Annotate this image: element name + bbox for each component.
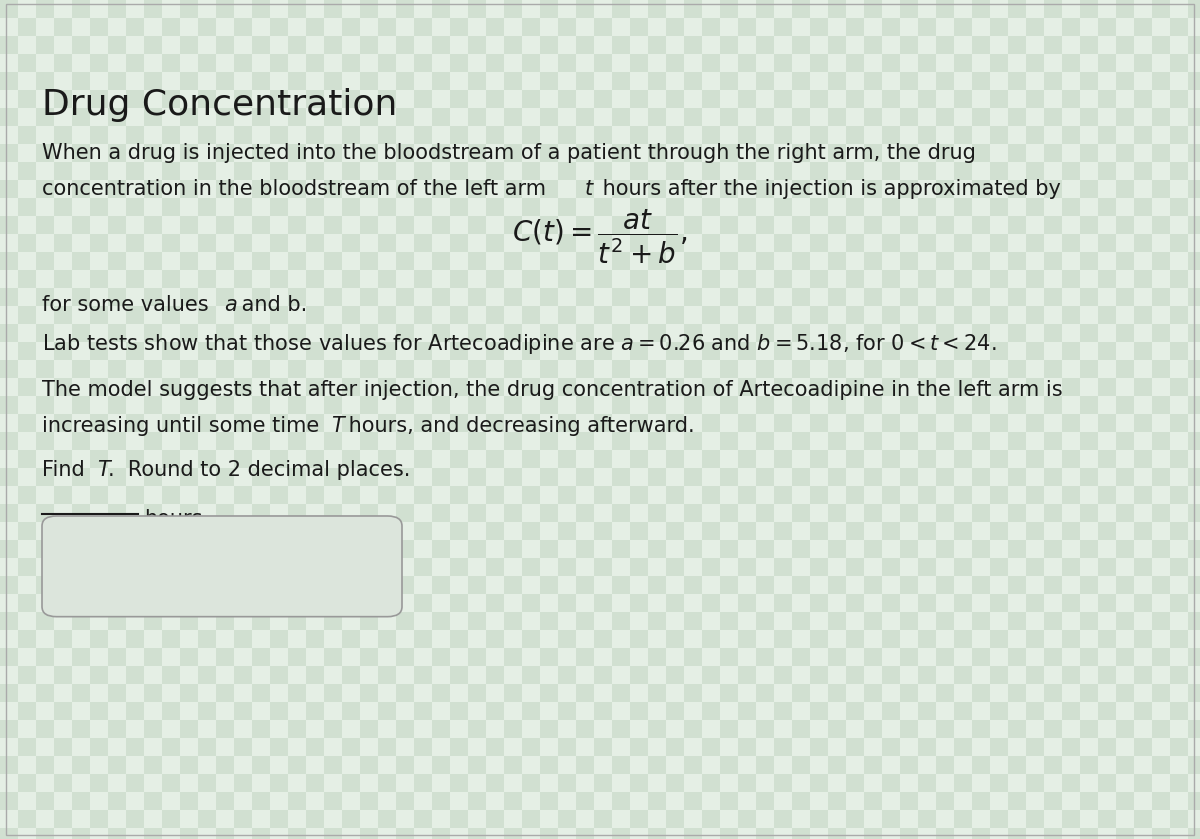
Text: concentration in the bloodstream of the left arm: concentration in the bloodstream of the … xyxy=(42,179,553,199)
Text: hours: hours xyxy=(144,509,203,529)
Text: hours, and decreasing afterward.: hours, and decreasing afterward. xyxy=(342,416,695,436)
Text: The model suggests that after injection, the drug concentration of Artecoadipine: The model suggests that after injection,… xyxy=(42,380,1063,400)
Text: t: t xyxy=(584,179,593,199)
Text: increasing until some time: increasing until some time xyxy=(42,416,326,436)
Text: Find: Find xyxy=(42,460,91,480)
Text: a: a xyxy=(224,295,238,315)
Text: T: T xyxy=(97,460,110,480)
Text: Drug Concentration: Drug Concentration xyxy=(42,88,397,122)
Text: for some values: for some values xyxy=(42,295,215,315)
Text: .  Round to 2 decimal places.: . Round to 2 decimal places. xyxy=(108,460,410,480)
Text: When a drug is injected into the bloodstream of a patient through the right arm,: When a drug is injected into the bloodst… xyxy=(42,143,976,163)
Text: T: T xyxy=(331,416,344,436)
Text: $C(t) = \dfrac{at}{t^2 + b},$: $C(t) = \dfrac{at}{t^2 + b},$ xyxy=(512,207,688,266)
FancyBboxPatch shape xyxy=(42,516,402,617)
Text: hours after the injection is approximated by: hours after the injection is approximate… xyxy=(596,179,1061,199)
Text: and b.: and b. xyxy=(235,295,307,315)
Text: Lab tests show that those values for Artecoadipine are $a = 0.26$ and $b = 5.18$: Lab tests show that those values for Art… xyxy=(42,332,996,357)
